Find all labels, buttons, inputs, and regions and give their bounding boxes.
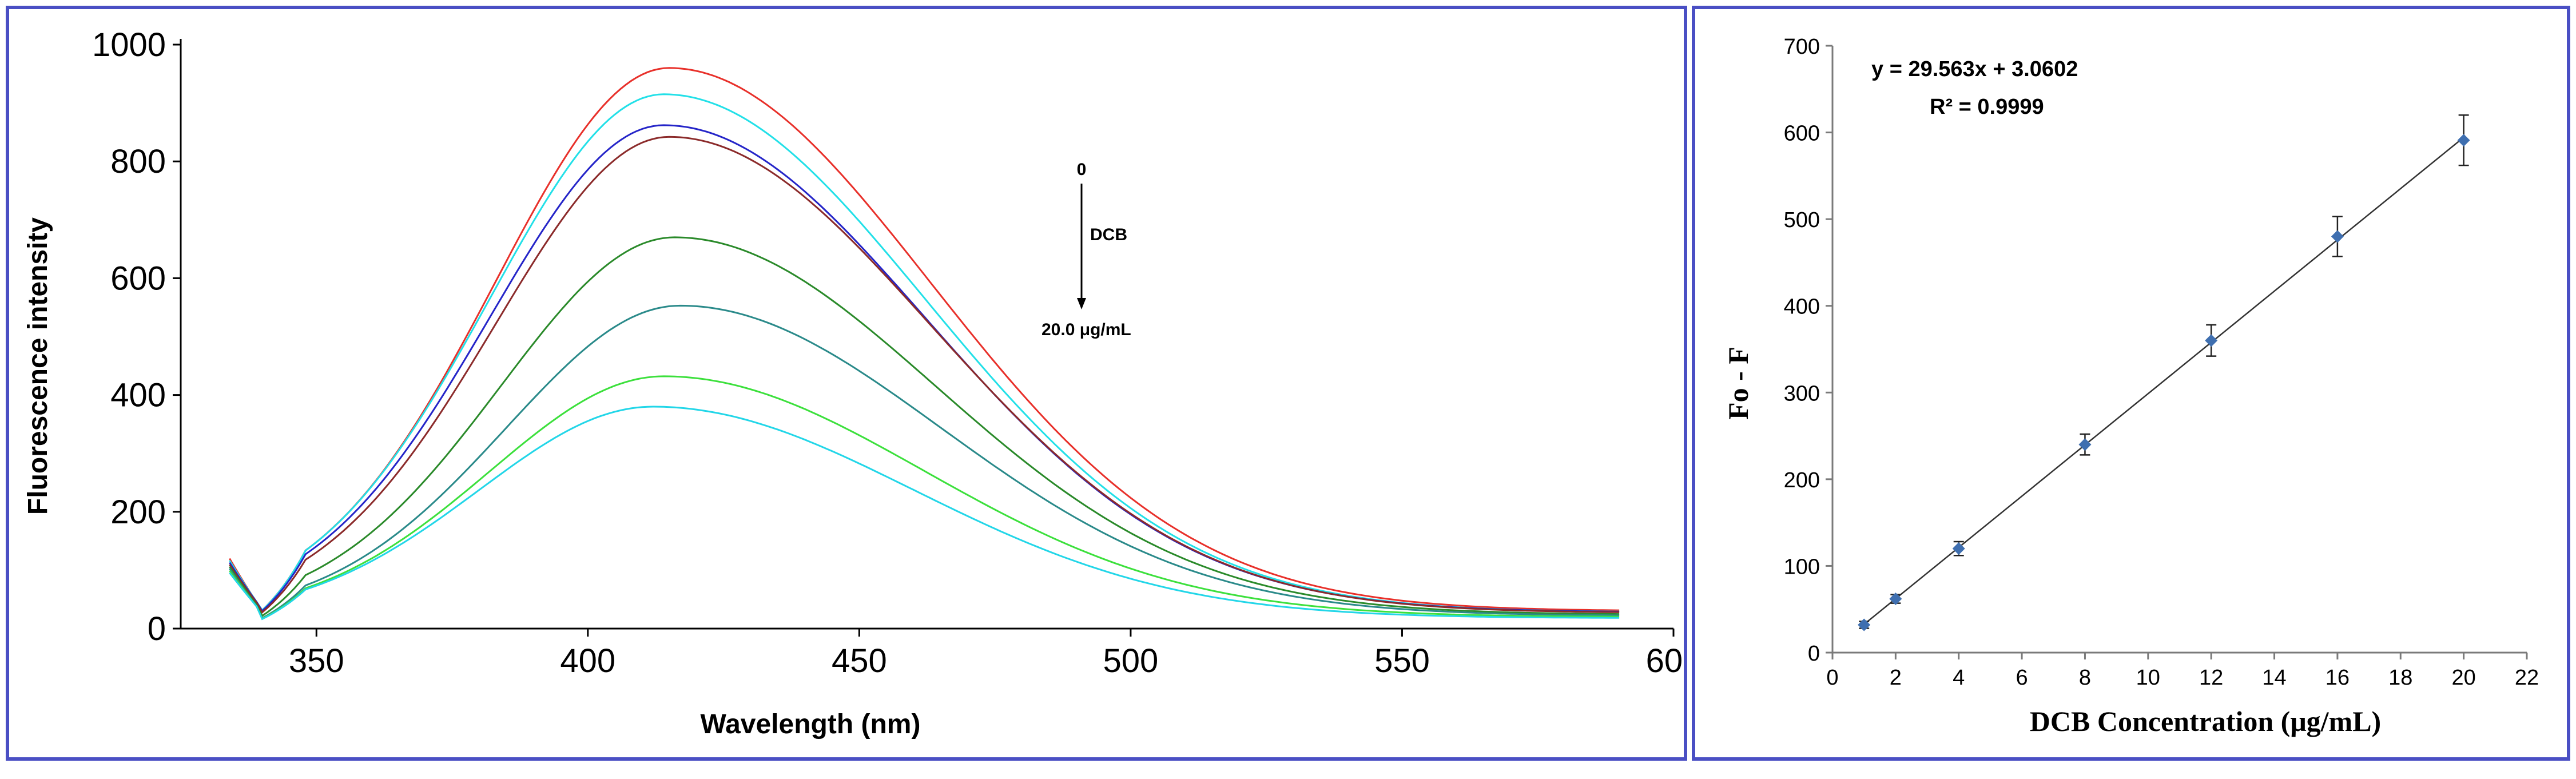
- data-point: [2331, 230, 2344, 243]
- y-tick-label: 200: [110, 494, 166, 531]
- spectrum-line-3: [229, 124, 1620, 613]
- data-point: [2457, 134, 2470, 147]
- x-tick-label: 20: [2451, 666, 2475, 690]
- x-tick-label: 600: [1646, 642, 1684, 679]
- calibration-panel: 0 100 200 300 400 500 600 700 0 2 4 6 8 10 12 14 16 18 20 2…: [1692, 6, 2570, 761]
- spectrum-line-8: [229, 406, 1620, 621]
- data-point: [1952, 542, 1965, 555]
- y-axis-label: Fluorescence intensity: [23, 217, 53, 515]
- x-tick-label: 4: [1953, 666, 1965, 690]
- spectrum-line-4: [229, 136, 1620, 614]
- calibration-chart: 0 100 200 300 400 500 600 700 0 2 4 6 8 10 12 14 16 18 20 2…: [1722, 35, 2539, 737]
- left-axes: 0 200 400 600 800 1000 350 400 450 500 550 600: [92, 26, 1684, 679]
- y-tick-label: 0: [148, 610, 166, 647]
- x-tick-label: 8: [2079, 666, 2091, 690]
- right-points-group: [1858, 114, 2470, 631]
- x-tick-label: 14: [2262, 666, 2286, 690]
- spectrum-line-7: [229, 375, 1620, 620]
- x-tick-label: 550: [1374, 642, 1430, 679]
- data-point: [1889, 593, 1902, 606]
- r-squared-label: R² = 0.9999: [1930, 95, 2044, 119]
- y-tick-label: 600: [110, 260, 166, 297]
- annotation-end-label: 20.0 μg/mL: [1041, 320, 1131, 339]
- fit-line: [1863, 137, 2464, 625]
- y-axis-label: Fo - F: [1722, 347, 1754, 420]
- right-axes: 0 100 200 300 400 500 600 700 0 2 4 6 8 10 12 14 16 18 20 2…: [1784, 35, 2539, 690]
- x-axis-label: DCB Concentration (μg/mL): [2030, 705, 2381, 737]
- data-point: [1858, 618, 1871, 631]
- fluorescence-panel: 0 200 400 600 800 1000 350 400 450 500 550 600 Fluo…: [6, 6, 1687, 761]
- y-tick-label: 400: [1784, 295, 1820, 319]
- right-fit-group: [1863, 137, 2464, 625]
- x-tick-label: 0: [1826, 666, 1838, 690]
- annotation-start-label: 0: [1077, 160, 1087, 179]
- x-tick-label: 450: [832, 642, 887, 679]
- spectrum-line-1: [229, 67, 1620, 612]
- x-tick-label: 16: [2325, 666, 2350, 690]
- x-tick-label: 22: [2515, 666, 2539, 690]
- spectrum-line-2: [229, 93, 1620, 613]
- y-tick-label: 400: [110, 377, 166, 414]
- y-tick-label: 100: [1784, 555, 1820, 579]
- y-tick-label: 0: [1808, 642, 1820, 666]
- x-tick-label: 18: [2388, 666, 2412, 690]
- y-tick-label: 1000: [92, 26, 166, 63]
- left-series-group: [229, 67, 1620, 621]
- y-tick-label: 200: [1784, 468, 1820, 492]
- x-tick-label: 6: [2016, 666, 2028, 690]
- x-tick-label: 10: [2136, 666, 2160, 690]
- fluorescence-spectra-chart: 0 200 400 600 800 1000 350 400 450 500 550 600 Fluo…: [23, 26, 1684, 740]
- data-point: [2205, 334, 2218, 347]
- fit-equation: y = 29.563x + 3.0602: [1871, 57, 2078, 81]
- spectrum-line-6: [229, 304, 1620, 619]
- x-tick-label: 12: [2199, 666, 2223, 690]
- spectrum-line-5: [229, 236, 1620, 617]
- y-tick-label: 300: [1784, 381, 1820, 406]
- annotation-dcb-label: DCB: [1090, 225, 1127, 244]
- x-tick-label: 350: [289, 642, 344, 679]
- concentration-arrow-head: [1077, 298, 1086, 309]
- x-axis-label: Wavelength (nm): [701, 709, 921, 740]
- x-tick-label: 400: [560, 642, 615, 679]
- data-point: [2078, 438, 2092, 451]
- y-tick-label: 600: [1784, 122, 1820, 146]
- x-tick-label: 500: [1103, 642, 1159, 679]
- y-tick-label: 700: [1784, 35, 1820, 59]
- y-tick-label: 500: [1784, 208, 1820, 232]
- y-tick-label: 800: [110, 143, 166, 180]
- x-tick-label: 2: [1890, 666, 1902, 690]
